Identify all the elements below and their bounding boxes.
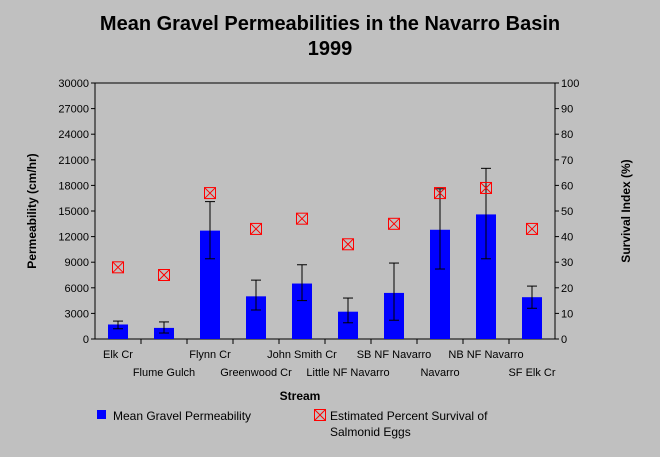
legend-bar-label: Mean Gravel Permeability (113, 409, 252, 423)
y2-tick-label: 0 (561, 334, 567, 346)
survival-marker (480, 181, 492, 194)
survival-marker-part (388, 217, 400, 230)
survival-marker-part (204, 187, 216, 199)
survival-marker (296, 212, 308, 225)
x-axis-title: Stream (280, 389, 321, 403)
y-tick-label: 21000 (58, 155, 89, 167)
x-tick-label: Flynn Cr (189, 349, 231, 361)
x-tick-label: Flume Gulch (133, 367, 195, 379)
y2-tick-label: 40 (561, 232, 573, 244)
chart-title: Mean Gravel Permeabilities in the Navarr… (0, 12, 660, 62)
legend-marker-icon (314, 409, 326, 421)
bar (246, 296, 266, 339)
survival-marker-part (342, 238, 354, 251)
bar (338, 311, 358, 339)
y2-tick-label: 90 (561, 104, 573, 116)
y-tick-label: 0 (83, 334, 89, 346)
y-tick-label: 27000 (58, 104, 89, 116)
bar (522, 297, 542, 339)
y-tick-label: 12000 (58, 232, 89, 244)
survival-marker-part (112, 261, 124, 274)
legend-bar-swatch (97, 410, 106, 419)
legend-marker-label-line1: Estimated Percent Survival of (330, 409, 488, 423)
y2-tick-label: 50 (561, 206, 573, 218)
survival-marker-part (112, 261, 124, 274)
x-tick-label: Elk Cr (103, 349, 133, 361)
y-tick-label: 15000 (58, 206, 89, 218)
survival-marker-part (526, 222, 538, 235)
x-tick-label: Greenwood Cr (220, 367, 292, 379)
y2-tick-label: 100 (561, 78, 579, 90)
survival-marker-part (250, 222, 262, 235)
legend-marker-label: Estimated Percent Survival of Salmonid E… (330, 408, 487, 440)
survival-marker (342, 238, 354, 251)
survival-marker-part (342, 238, 354, 251)
survival-marker-part (480, 182, 492, 194)
x-tick-label: SB NF Navarro (357, 349, 432, 361)
survival-marker (158, 269, 170, 281)
survival-marker (434, 187, 446, 200)
survival-marker-part (158, 269, 170, 281)
x-tick-label: NB NF Navarro (448, 349, 523, 361)
survival-marker-part (250, 223, 262, 235)
survival-marker-part (158, 269, 170, 281)
x-tick-label: Little NF Navarro (306, 367, 389, 379)
survival-marker (204, 187, 216, 200)
y2-tick-label: 70 (561, 155, 573, 167)
x-tick-label: Navarro (420, 367, 459, 379)
survival-marker-part (526, 223, 538, 235)
survival-marker-part (388, 217, 400, 230)
survival-marker (526, 222, 538, 235)
y-tick-label: 24000 (58, 129, 89, 141)
y2-tick-label: 30 (561, 257, 573, 269)
survival-marker-part (434, 187, 446, 200)
survival-marker-part (480, 181, 492, 194)
y2-tick-label: 20 (561, 283, 573, 295)
survival-marker-part (204, 187, 216, 200)
bar (292, 283, 312, 339)
bar (476, 214, 496, 339)
legend-bar: Mean Gravel Permeability (97, 408, 297, 428)
legend-marker-label-line2: Salmonid Eggs (330, 425, 411, 439)
y-axis-title: Permeability (cm/hr) (25, 153, 39, 268)
y-tick-label: 3000 (65, 308, 89, 320)
y-tick-label: 18000 (58, 180, 89, 192)
y2-tick-label: 80 (561, 129, 573, 141)
bar (108, 324, 128, 339)
bar (430, 229, 450, 339)
survival-marker-part (434, 187, 446, 199)
x-tick-label: SF Elk Cr (508, 367, 555, 379)
survival-marker-part (296, 212, 308, 225)
bar (200, 230, 220, 339)
survival-marker (250, 222, 262, 235)
y2-axis-title: Survival Index (%) (619, 159, 633, 262)
y2-tick-label: 10 (561, 308, 573, 320)
x-tick-label: John Smith Cr (267, 349, 337, 361)
y-tick-label: 6000 (65, 283, 89, 295)
title-year: 1999 (307, 38, 353, 60)
survival-marker (112, 261, 124, 274)
y2-tick-label: 60 (561, 180, 573, 192)
y-tick-label: 9000 (65, 257, 89, 269)
y-tick-label: 30000 (58, 78, 89, 90)
survival-marker (388, 217, 400, 230)
legend-marker: Estimated Percent Survival of Salmonid E… (314, 408, 554, 444)
survival-marker-part (296, 212, 308, 225)
title-main: Mean Gravel Permeabilities in the Navarr… (99, 13, 561, 35)
